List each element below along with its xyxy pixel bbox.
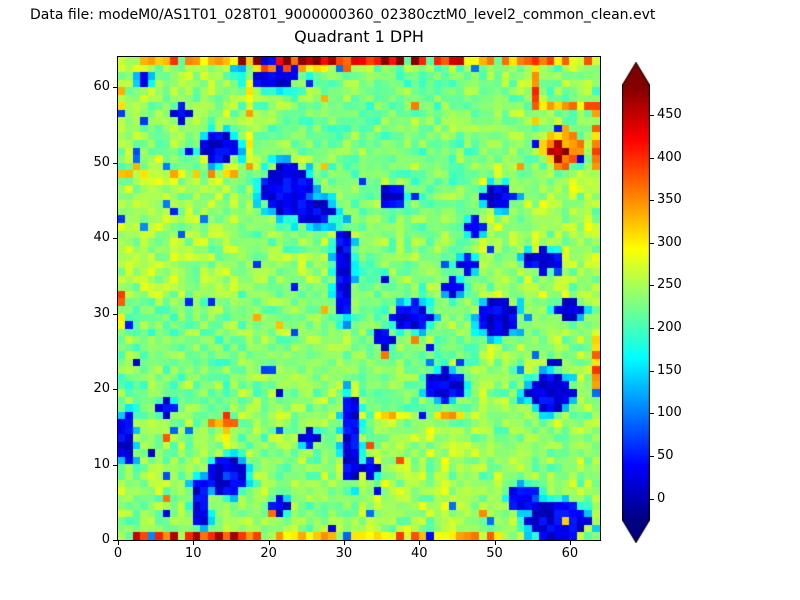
x-tick-label: 30 [335,546,353,561]
y-tick-mark [113,238,117,240]
y-tick-label: 0 [101,532,110,547]
colorbar-tick-label: 350 [657,192,682,208]
colorbar-tick-mark [650,114,654,116]
plot-frame [117,56,601,541]
x-tick-label: 40 [410,546,428,561]
colorbar-tick-label: 300 [657,234,682,250]
x-tick-label: 0 [113,546,123,561]
y-tick-mark [113,313,117,315]
colorbar-tick-label: 400 [657,149,682,165]
y-tick-mark [113,540,117,541]
colorbar-tick-label: 50 [657,448,674,464]
x-tick-label: 10 [185,546,202,561]
x-tick-mark [193,541,195,545]
datafile-label: Data file: modeM0/AS1T01_028T01_90000003… [30,7,656,23]
colorbar-tick-mark [650,370,654,372]
x-tick-label: 20 [260,546,277,561]
x-tick-label: 60 [561,546,579,561]
x-tick-label: 50 [486,546,503,561]
colorbar-tick-label: 0 [657,490,666,506]
y-tick-mark [113,389,117,391]
chart-title: Quadrant 1 DPH [294,27,424,46]
y-tick-label: 40 [93,230,110,246]
colorbar-tick-mark [650,285,654,287]
y-tick-label: 50 [93,154,110,170]
y-tick-label: 60 [93,79,110,95]
y-tick-mark [113,464,117,466]
colorbar-tick-label: 250 [657,277,682,293]
x-tick-mark [343,541,345,545]
colorbar-tick-mark [650,413,654,415]
colorbar-tick-mark [650,456,654,458]
x-tick-mark [419,541,421,545]
colorbar-tick-label: 100 [657,405,682,421]
x-tick-mark [494,541,496,545]
x-tick-mark [268,541,270,545]
y-tick-label: 30 [93,305,110,321]
colorbar-tick-label: 150 [657,362,682,378]
colorbar-tick-mark [650,157,654,159]
x-tick-mark [118,541,119,545]
y-tick-label: 10 [93,456,110,472]
heatmap-canvas [118,57,600,540]
colorbar-tick-label: 450 [657,106,682,122]
y-tick-mark [113,162,117,164]
colorbar-tick-label: 200 [657,320,682,336]
colorbar-canvas [622,62,650,543]
y-tick-label: 20 [93,381,110,397]
colorbar-tick-mark [650,242,654,244]
colorbar-tick-mark [650,200,654,202]
colorbar-tick-mark [650,328,654,330]
colorbar-tick-mark [650,498,654,500]
x-tick-mark [569,541,571,545]
y-tick-mark [113,87,117,89]
